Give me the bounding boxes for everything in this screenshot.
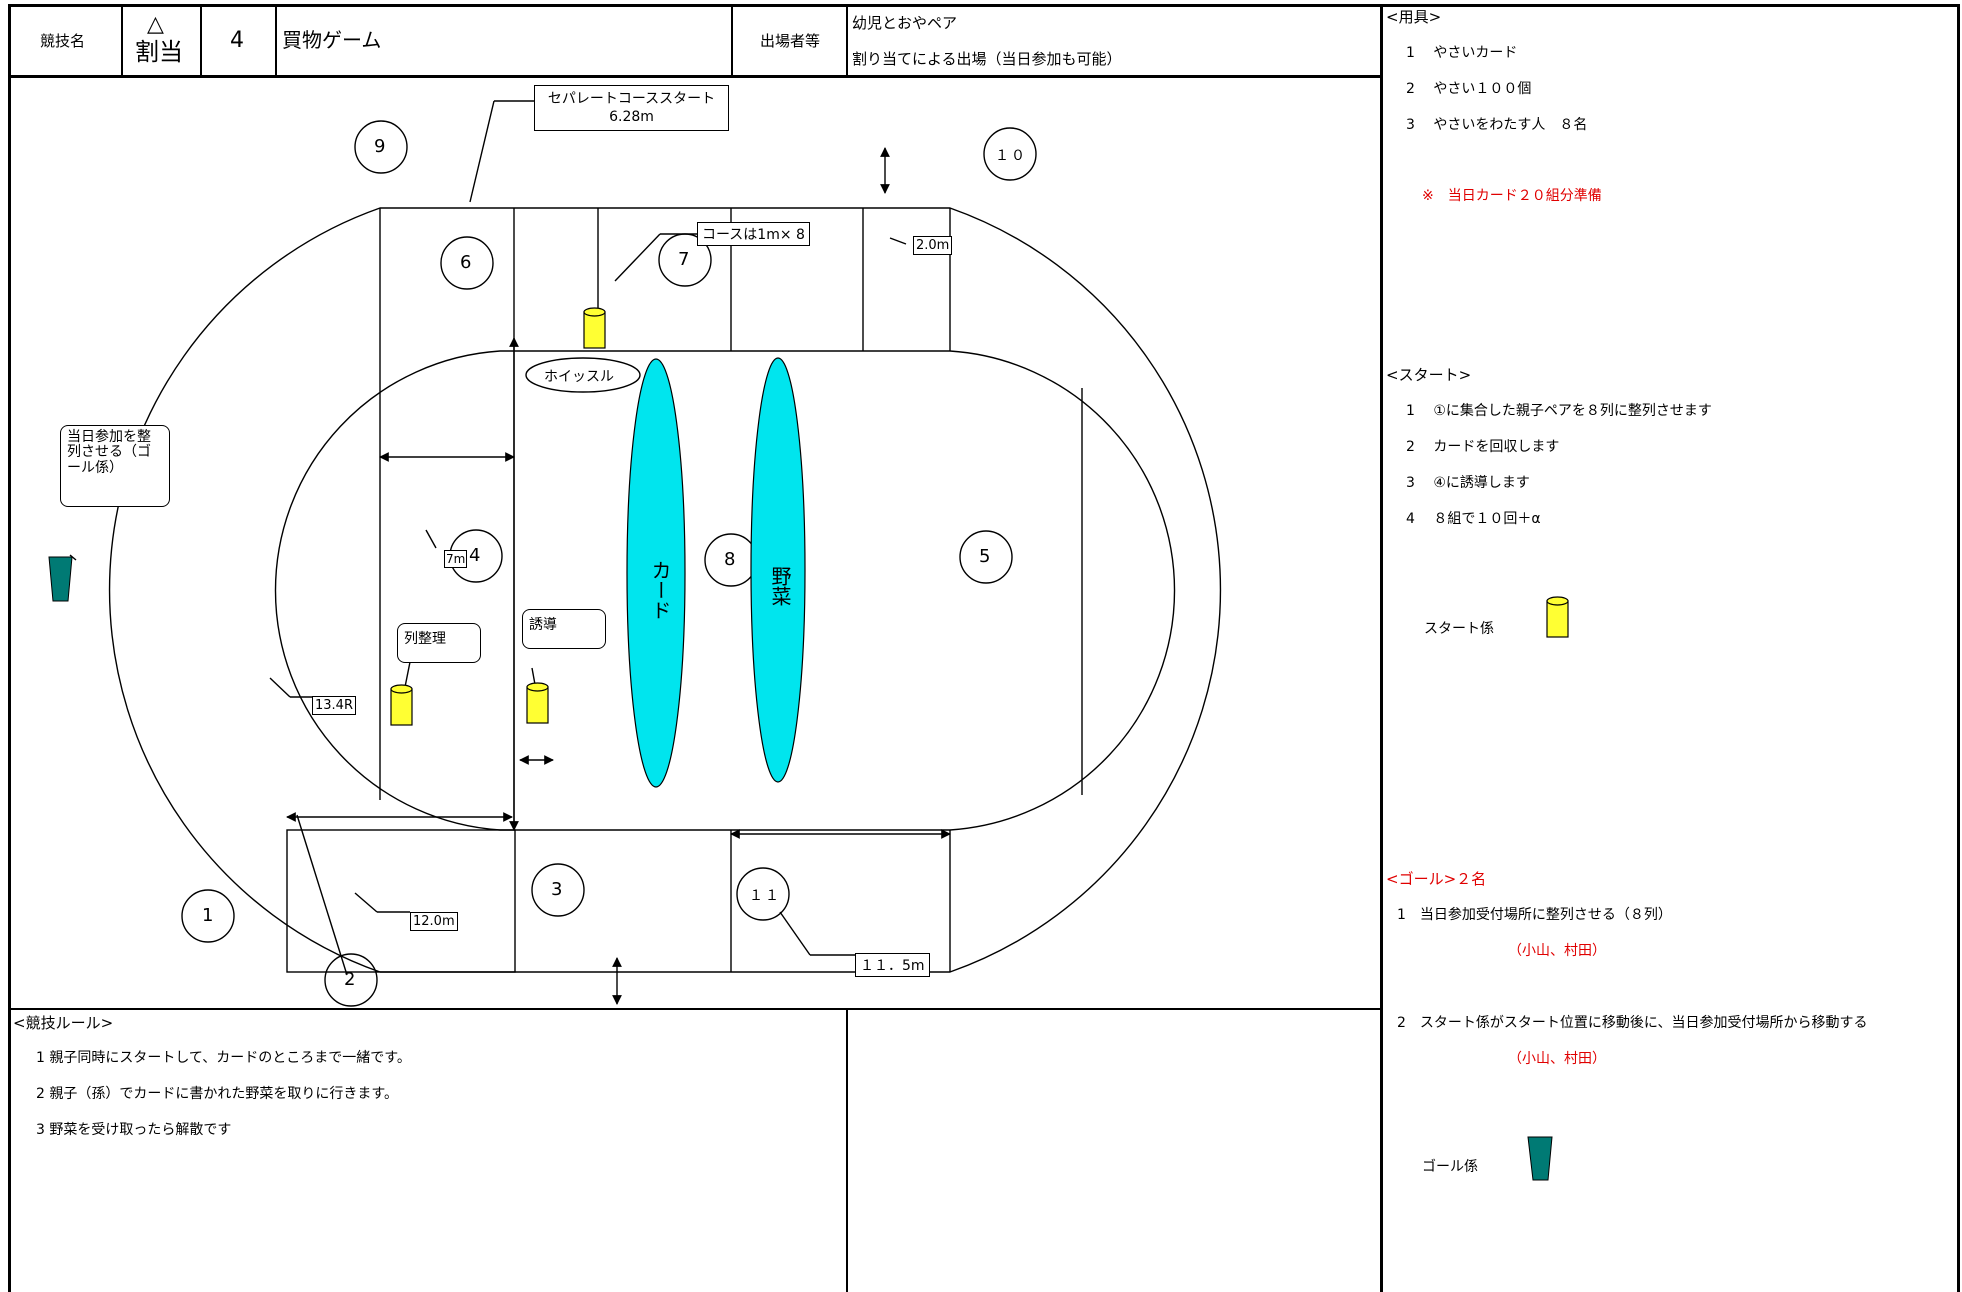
separate-start-label: セパレートコーススタート	[547, 91, 716, 107]
equipment-note: ※ 当日カード２０組分準備	[1422, 188, 1602, 204]
rules-heading: <競技ルール>	[13, 1014, 114, 1032]
goal-heading: <ゴール>２名	[1386, 870, 1487, 888]
yudou-callout-text: 誘導	[529, 617, 557, 633]
retsu-callout: 列整理	[397, 623, 481, 663]
start-item-2: 2 カードを回収します	[1406, 439, 1560, 455]
goal-staff-icon	[48, 556, 73, 602]
frame-right	[1957, 4, 1960, 1292]
goal-staff-legend: ゴール係	[1422, 1159, 1478, 1175]
pos-6: 6	[460, 252, 472, 273]
retsu-callout-text: 列整理	[404, 631, 446, 647]
bottom-box	[286, 829, 516, 973]
pos-7: 7	[678, 249, 690, 270]
dim-115m-label: １１．5m	[855, 953, 930, 977]
goal-item-2: 2 スタート係がスタート位置に移動後に、当日参加受付場所から移動する	[1397, 1015, 1868, 1031]
toujitsu-callout-text: 当日参加を整列させる（ゴール係）	[67, 429, 151, 476]
pos-8: 8	[724, 549, 736, 570]
header-div-2	[200, 4, 202, 76]
equipment-item-1: 1 やさいカード	[1406, 45, 1518, 61]
goal-item-1-names: （小山、村田）	[1508, 943, 1606, 959]
inner-field	[274, 350, 1176, 831]
start-staff-legend: スタート係	[1424, 621, 1494, 637]
event-label: 競技名	[40, 32, 86, 50]
pos-10: １０	[995, 148, 1027, 164]
sidebar-divider	[1380, 4, 1383, 1292]
dim-2m-label: 2.0m	[913, 236, 953, 255]
goal-item-1: 1 当日参加受付場所に整列させる（８列）	[1397, 907, 1672, 923]
start-item-1: 1 ①に集合した親子ペアを８列に整列させます	[1406, 403, 1712, 419]
course-width-label: コースは1m× 8	[697, 222, 810, 246]
event-title: 買物ゲーム	[282, 28, 382, 52]
header-div-4	[731, 4, 733, 76]
rule-item-2: 2 親子（孫）でカードに書かれた野菜を取りに行きます。	[36, 1086, 398, 1102]
toujitsu-callout: 当日参加を整列させる（ゴール係）	[60, 425, 170, 507]
separate-start-box: セパレートコーススタート 6.28m	[534, 85, 729, 131]
rule-item-1: 1 親子同時にスタートして、カードのところまで一緒です。	[36, 1050, 411, 1066]
frame-left	[8, 4, 11, 1292]
start-item-3: 3 ④に誘導します	[1406, 475, 1530, 491]
header-div-1	[121, 4, 123, 76]
event-number: 4	[230, 28, 244, 53]
yudou-callout: 誘導	[522, 609, 606, 649]
participants-label: 出場者等	[760, 32, 821, 50]
goal-item-2-names: （小山、村田）	[1508, 1051, 1606, 1067]
pos-11: １１	[749, 888, 781, 904]
dim-13r-label: 13.4R	[312, 696, 356, 715]
vegetable-lane-label: 野菜	[768, 566, 792, 606]
pos-9: 9	[374, 136, 386, 157]
dim-12m-label: 12.0m	[410, 912, 458, 931]
dim-7m-label: 7m	[444, 550, 468, 568]
separate-start-dim: 6.28m	[609, 109, 654, 125]
rules-top-line	[8, 1008, 1382, 1010]
goal-staff-icon	[1527, 1136, 1553, 1181]
header-div-5	[846, 4, 848, 76]
pos-1: 1	[202, 905, 214, 926]
start-heading: <スタート>	[1386, 366, 1472, 384]
frame-top	[8, 4, 1960, 7]
participants-line2: 割り当てによる出場（当日参加も可能）	[852, 50, 1122, 68]
participants-line1: 幼児とおやペア	[852, 14, 958, 32]
equipment-heading: <用具>	[1386, 8, 1442, 26]
pos-4: 4	[469, 545, 481, 566]
header-bottom-line	[8, 75, 1382, 78]
allocation-label: 割当	[135, 38, 183, 66]
pos-5: 5	[979, 546, 991, 567]
whistle-label: ホイッスル	[544, 369, 614, 385]
equipment-item-3: 3 やさいをわたす人 ８名	[1406, 117, 1588, 133]
rules-mid-divider	[846, 1008, 848, 1292]
pos-3: 3	[551, 879, 563, 900]
rule-item-3: 3 野菜を受け取ったら解散です	[36, 1122, 232, 1138]
card-lane-label: カード	[648, 560, 672, 620]
pos-2: 2	[344, 969, 356, 990]
equipment-item-2: 2 やさい１００個	[1406, 81, 1532, 97]
symbol-triangle: △	[147, 12, 164, 37]
header-div-3	[275, 4, 277, 76]
start-item-4: 4 ８組で１０回＋α	[1406, 511, 1541, 527]
